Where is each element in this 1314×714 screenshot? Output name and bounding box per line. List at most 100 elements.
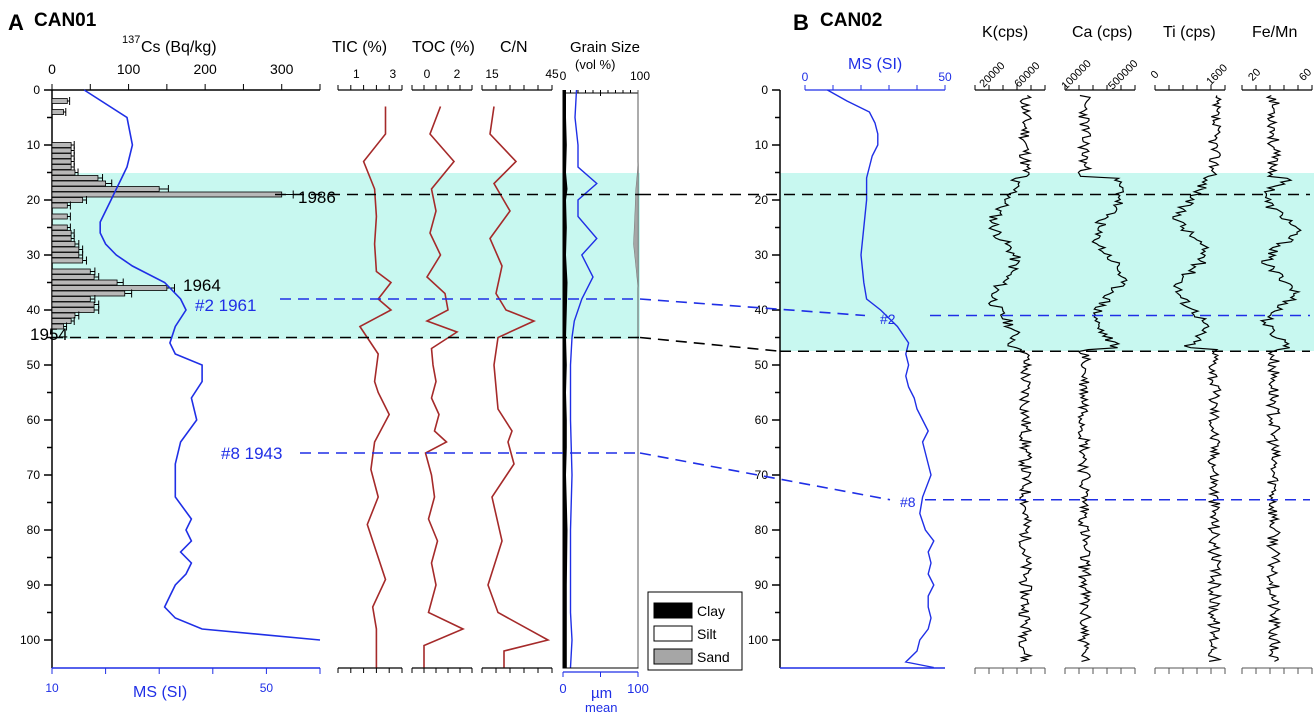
tie-8-link xyxy=(639,452,891,501)
grain-clay-area xyxy=(563,90,568,668)
highlight-band-can01 xyxy=(52,173,640,339)
legend-label-sand: Sand xyxy=(697,649,730,665)
depth-tick-label-can02: 50 xyxy=(755,358,769,372)
can02-ms-line xyxy=(827,89,935,669)
cs137-bar xyxy=(51,290,126,297)
depth-tick-label-can02: 10 xyxy=(755,138,769,152)
cs137-bar xyxy=(51,202,68,209)
femn-line xyxy=(1259,94,1302,662)
cs137-bar xyxy=(51,109,64,115)
depth-tick-label-can01: 100 xyxy=(20,633,40,647)
toc-tick-label: 0 xyxy=(424,67,431,81)
toc-line xyxy=(423,106,465,668)
depth-tick-label-can01: 70 xyxy=(27,468,41,482)
ti-tick-label: 1600 xyxy=(1204,62,1230,88)
cs137-bar xyxy=(51,230,72,236)
depth-tick-label-can01: 60 xyxy=(27,413,41,427)
ca-line xyxy=(1076,94,1128,662)
ti-label: Ti (cps) xyxy=(1163,24,1216,41)
cs137-bar xyxy=(51,296,91,302)
can01-ms-line xyxy=(83,89,321,641)
depth-tick-label-can01: 90 xyxy=(27,578,41,592)
cs137-bar xyxy=(51,213,68,220)
cs137-bar xyxy=(51,153,72,159)
tic-label: TIC (%) xyxy=(332,39,387,56)
cn-tick-label: 15 xyxy=(485,67,499,81)
grain-mean-tick-label: 100 xyxy=(627,681,649,696)
cs137-bar xyxy=(51,307,95,313)
panel-b-letter: B xyxy=(793,10,809,35)
tie-label-8-can02: #8 xyxy=(900,494,916,510)
tie-1954-link xyxy=(639,336,781,353)
femn-label: Fe/Mn xyxy=(1252,24,1297,41)
depth-tick-label-can02: 100 xyxy=(748,633,768,647)
cs-axis-label-super: 137 xyxy=(122,34,140,46)
cs137-tick-label: 300 xyxy=(270,61,294,77)
cs137-bar xyxy=(51,318,72,324)
tic-line xyxy=(358,106,393,668)
tic-tick-label: 1 xyxy=(353,67,360,81)
k-tick-label: 60000 xyxy=(1012,60,1042,90)
legend-swatch-silt xyxy=(653,625,693,642)
toc-label: TOC (%) xyxy=(412,39,475,56)
cs137-bar xyxy=(51,186,160,192)
grain-sublabel: (vol %) xyxy=(575,57,615,72)
cs137-bar xyxy=(51,169,76,176)
can02-ms-axis-label: MS (SI) xyxy=(848,56,902,73)
cs137-bar xyxy=(51,268,91,275)
femn-tick-label: 60 xyxy=(1297,66,1314,83)
ti-tick-label: 0 xyxy=(1149,69,1162,82)
k-line xyxy=(987,94,1034,662)
cs137-bar xyxy=(51,257,84,264)
tie-label-2-can01: #2 1961 xyxy=(195,296,256,315)
cs137-bar xyxy=(51,180,106,187)
depth-tick-label-can02: 0 xyxy=(761,83,768,97)
depth-tick-label-can01: 0 xyxy=(33,83,40,97)
depth-tick-label-can02: 70 xyxy=(755,468,769,482)
toc-tick-label: 2 xyxy=(454,67,461,81)
cn-line xyxy=(487,106,551,668)
can01-ms-tick-label: 50 xyxy=(260,681,274,695)
cs137-bar xyxy=(51,235,72,242)
date-1986: 1986 xyxy=(298,188,336,207)
depth-tick-label-can02: 90 xyxy=(755,578,769,592)
grain-mean-line xyxy=(569,89,598,668)
tic-tick-label: 3 xyxy=(390,67,397,81)
grain-tick-label: 0 xyxy=(560,69,567,83)
cs137-bar xyxy=(51,98,68,104)
cs137-bar xyxy=(51,312,76,319)
depth-tick-label-can01: 80 xyxy=(27,523,41,537)
can01-ms-axis-label: MS (SI) xyxy=(133,684,187,701)
grain-mean-tick-label: 0 xyxy=(559,681,566,696)
tie-label-2-can02: #2 xyxy=(880,311,896,327)
cs137-bar xyxy=(51,224,68,231)
legend-label-clay: Clay xyxy=(697,603,725,619)
cs137-bar xyxy=(51,175,99,181)
depth-tick-label-can02: 20 xyxy=(755,193,769,207)
highlight-band-can02 xyxy=(780,173,1314,351)
tie-2-link xyxy=(639,298,866,317)
cs137-bar xyxy=(51,285,168,291)
cs137-bar xyxy=(51,252,80,258)
panel-a-letter: A xyxy=(8,10,24,35)
cn-label: C/N xyxy=(500,39,528,56)
cs137-bar xyxy=(51,164,72,170)
depth-tick-label-can02: 80 xyxy=(755,523,769,537)
grain-mean-unit: µm xyxy=(591,685,612,702)
cs137-bar xyxy=(51,274,95,280)
grain-sand-area xyxy=(633,90,639,668)
cs137-tick-label: 0 xyxy=(48,61,56,77)
ca-tick-label: 100000 xyxy=(1059,58,1093,92)
depth-tick-label-can02: 60 xyxy=(755,413,769,427)
depth-tick-label-can01: 40 xyxy=(27,303,41,317)
grain-size-legend: Clay Silt Sand xyxy=(647,591,743,671)
grain-tick-label: 100 xyxy=(630,69,650,83)
legend-swatch-clay xyxy=(653,602,693,619)
cs137-bar xyxy=(51,241,76,247)
depth-tick-label-can02: 40 xyxy=(755,303,769,317)
grain-mean-label: mean xyxy=(585,700,618,714)
cs137-bar xyxy=(51,301,95,308)
legend-label-silt: Silt xyxy=(697,626,717,642)
cs137-tick-label: 200 xyxy=(193,61,217,77)
